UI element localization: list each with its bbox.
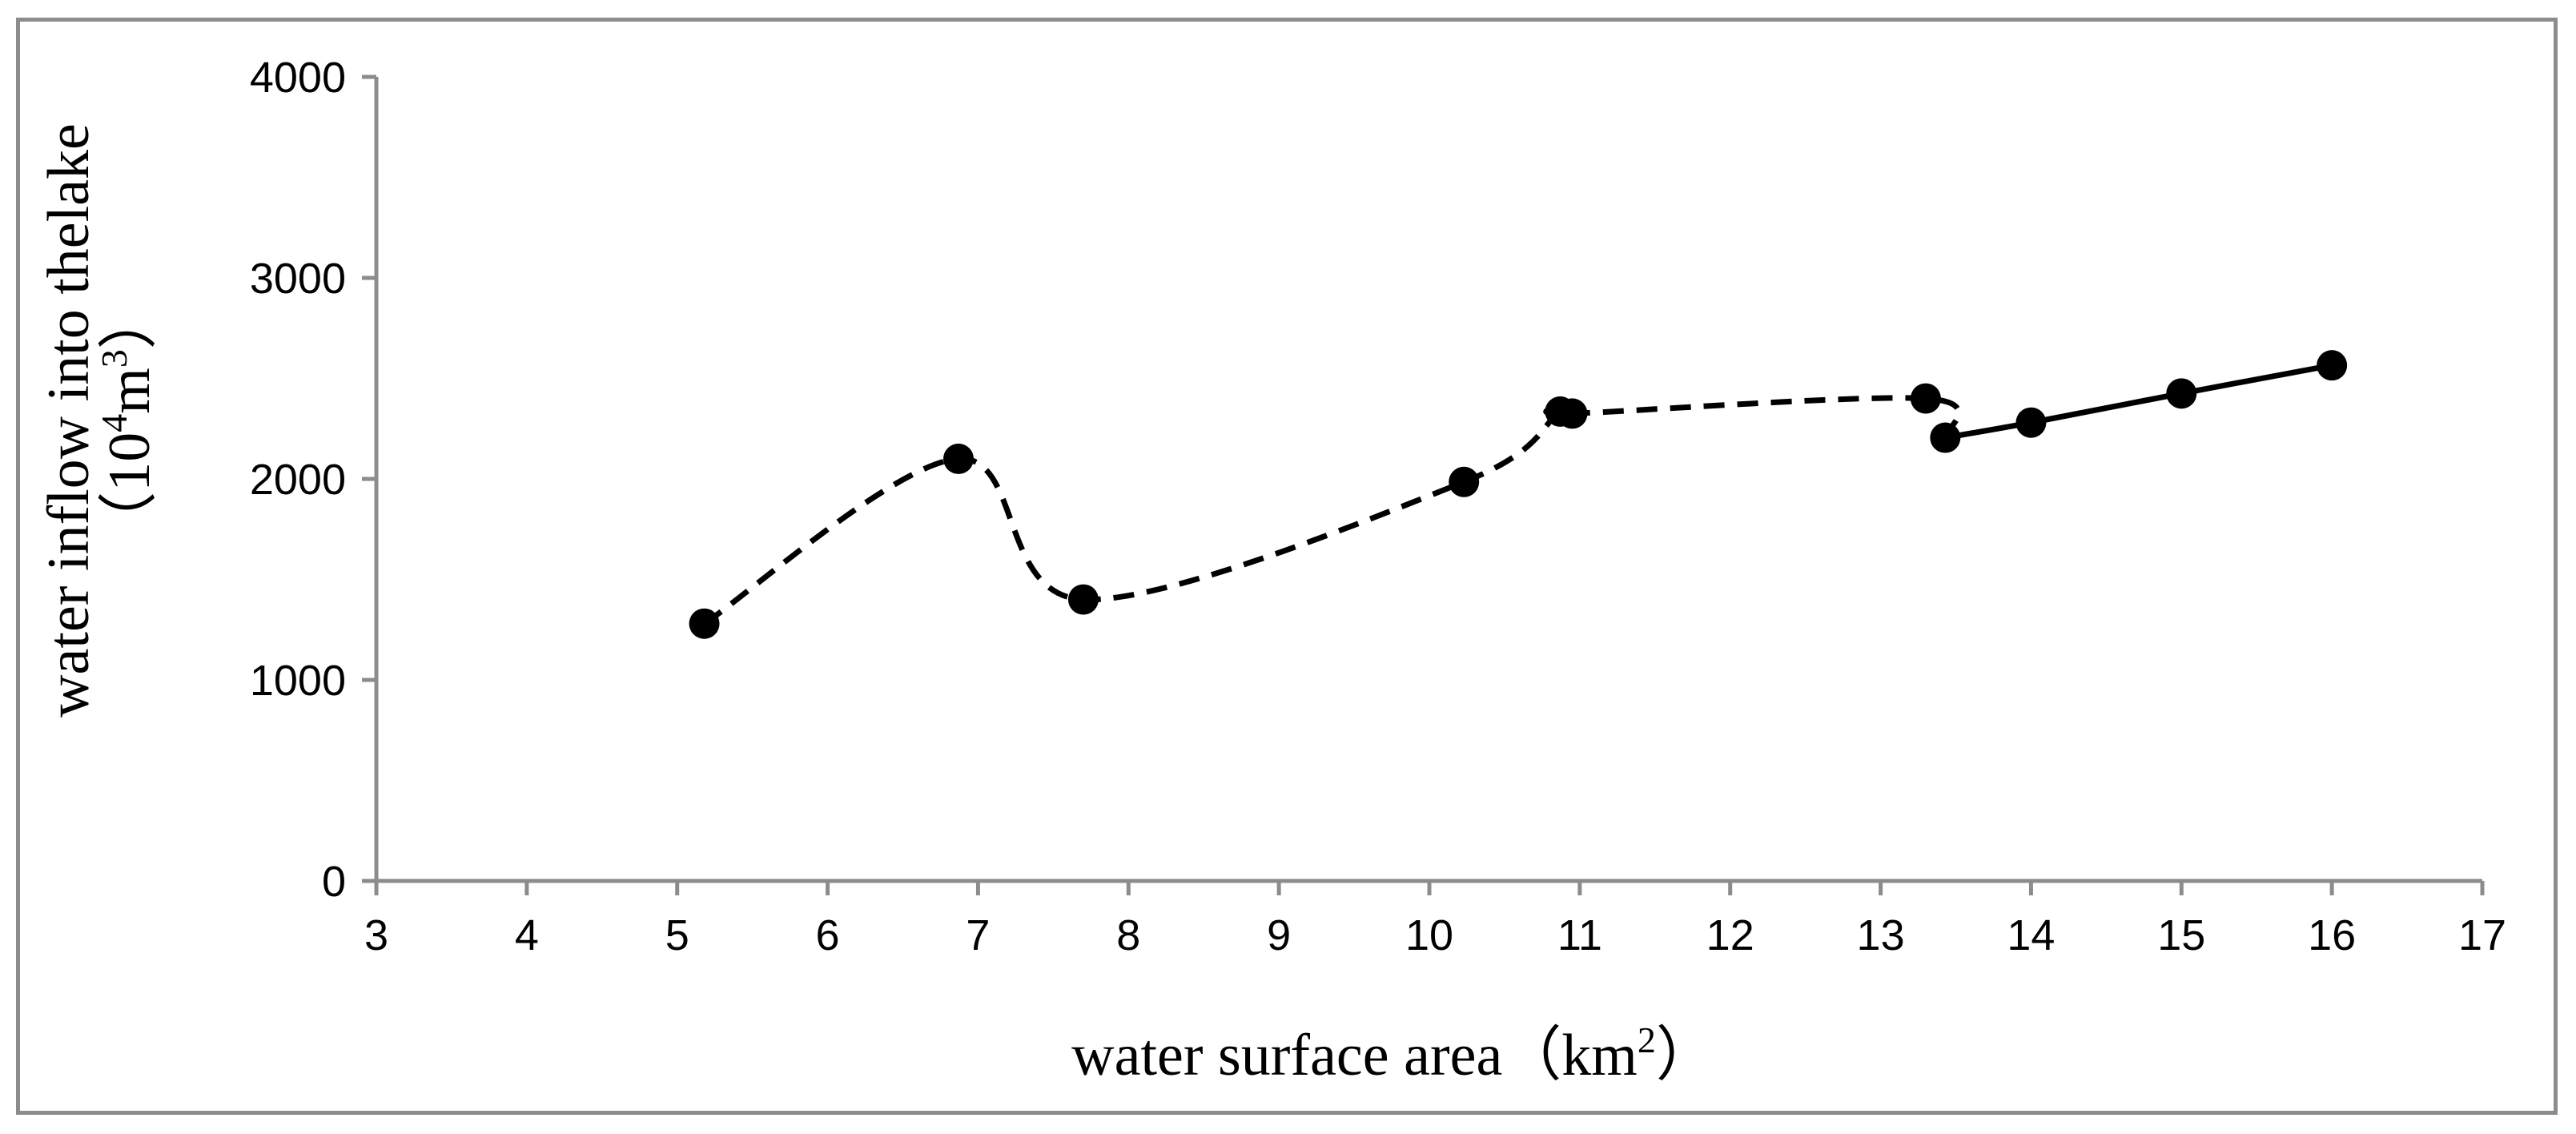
x-axis-title-main: water surface area（km bbox=[1071, 1023, 1638, 1088]
y-tick-label: 2000 bbox=[250, 456, 346, 504]
x-tick-label: 10 bbox=[1405, 911, 1453, 959]
x-tick-label: 15 bbox=[2157, 911, 2205, 959]
data-point bbox=[1557, 398, 1588, 429]
x-tick-label: 14 bbox=[2007, 911, 2055, 959]
data-point bbox=[1930, 422, 1961, 453]
x-tick-label: 13 bbox=[1857, 911, 1905, 959]
data-point bbox=[2166, 378, 2197, 409]
x-tick-label: 4 bbox=[515, 911, 539, 959]
x-tick-label: 9 bbox=[1267, 911, 1291, 959]
x-tick-label: 7 bbox=[966, 911, 990, 959]
data-point bbox=[1449, 466, 1480, 497]
y-axis-title-line2-sup2: 3 bbox=[94, 349, 135, 368]
y-axis-title-line2: （104m3） bbox=[94, 290, 163, 551]
y-tick-label: 1000 bbox=[250, 657, 346, 705]
x-tick-label: 6 bbox=[816, 911, 840, 959]
y-axis-title-line2-a: （10 bbox=[97, 432, 163, 551]
y-axis-title-line2-b: m bbox=[97, 368, 163, 414]
x-tick-label: 16 bbox=[2308, 911, 2356, 959]
markers-group bbox=[689, 350, 2348, 639]
axes: 0 1000 2000 3000 4000 3 4 5 6 7 8 9 10 11 12 13 14 15 16 17 bbox=[250, 54, 2506, 959]
x-tick-label: 12 bbox=[1706, 911, 1754, 959]
series-line-dashed bbox=[702, 395, 1962, 626]
data-point bbox=[2015, 407, 2047, 438]
x-tick-label: 5 bbox=[665, 911, 689, 959]
series-line-solid bbox=[1944, 362, 2333, 440]
x-axis-title-end: ） bbox=[1656, 1023, 1715, 1088]
data-point bbox=[1910, 383, 1941, 414]
data-point bbox=[689, 608, 720, 639]
series-group bbox=[702, 362, 2333, 626]
data-point bbox=[943, 443, 975, 474]
data-point bbox=[2317, 350, 2348, 381]
y-axis-title-line2-c: ） bbox=[97, 290, 163, 349]
x-tick-label: 8 bbox=[1116, 911, 1140, 959]
chart-frame bbox=[16, 18, 2558, 1115]
x-tick-label: 17 bbox=[2458, 911, 2506, 959]
x-axis-title-sup: 2 bbox=[1638, 1019, 1656, 1060]
y-axis-title-line1: water inflow into thelake bbox=[36, 123, 102, 718]
data-point bbox=[1067, 584, 1099, 615]
x-tick-label: 3 bbox=[364, 911, 388, 959]
y-axis-title: water inflow into thelake （104m3） bbox=[36, 123, 163, 718]
y-tick-label: 0 bbox=[322, 858, 346, 906]
x-tick-label: 11 bbox=[1557, 911, 1602, 959]
y-tick-label: 4000 bbox=[250, 54, 346, 102]
x-axis-title: water surface area（km2） bbox=[1071, 1019, 1715, 1088]
y-axis-title-line2-sup1: 4 bbox=[94, 414, 135, 432]
y-tick-label: 3000 bbox=[250, 255, 346, 303]
